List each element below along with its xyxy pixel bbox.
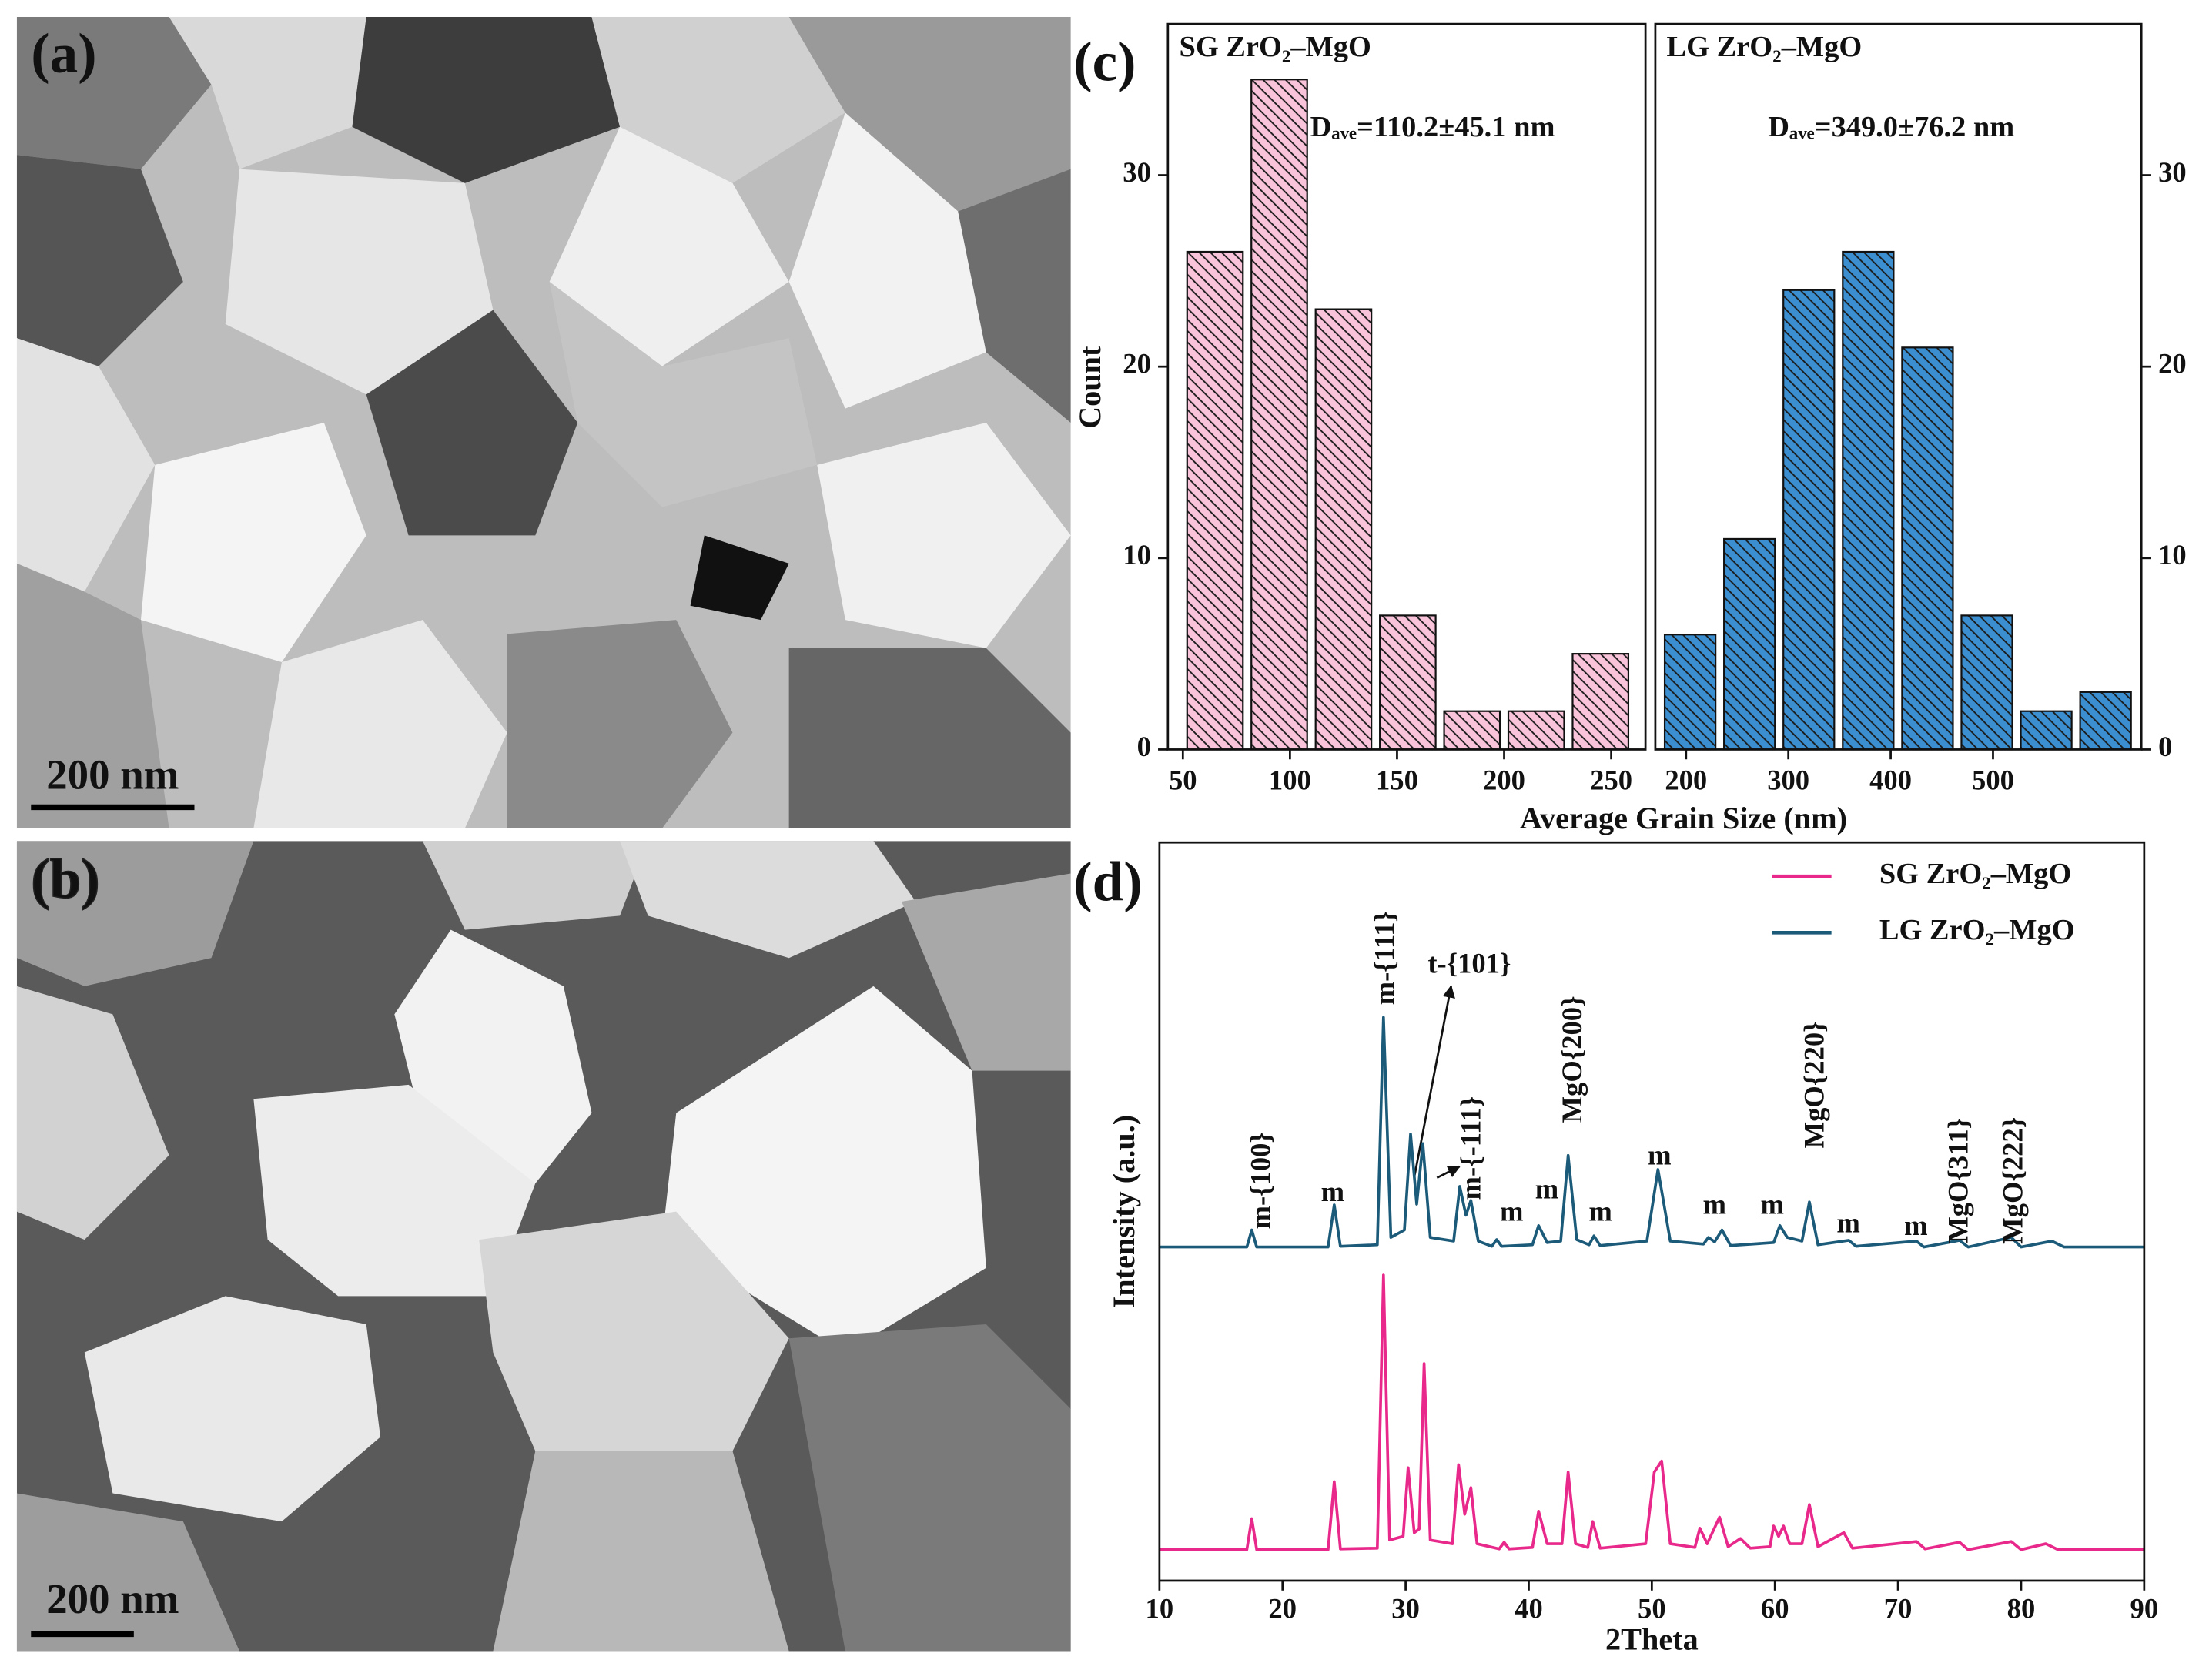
peak-label: m <box>1703 1188 1726 1220</box>
x-axis-label: Average Grain Size (nm) <box>1520 801 1847 835</box>
peak-label: MgO{311} <box>1942 1118 1973 1243</box>
bar <box>1723 537 1776 751</box>
y-axis-label: Intensity (a.u.) <box>1106 1115 1141 1309</box>
bar <box>2079 691 2132 751</box>
x-tick-label: 80 <box>2007 1593 2036 1625</box>
peak-label: m <box>1761 1188 1784 1220</box>
peak-label: MgO{200} <box>1556 996 1588 1123</box>
xrd-line <box>1159 1016 2144 1249</box>
x-tick-label: 100 <box>1269 765 1311 796</box>
x-tick-label: 30 <box>1391 1593 1420 1625</box>
x-tick-label: 500 <box>1972 765 2014 796</box>
tem-image-b <box>16 841 1071 1652</box>
peak-label: MgO{222} <box>1997 1117 2029 1244</box>
x-tick-label: 200 <box>1483 765 1525 796</box>
chart-title: LG ZrO₂–MgO <box>1667 31 1863 63</box>
bar <box>1250 79 1308 751</box>
panel-label: (c) <box>1073 31 1136 93</box>
y-tick-label: 10 <box>1123 539 1151 571</box>
peak-label: m <box>1588 1196 1612 1227</box>
tem-image-a <box>16 16 1071 828</box>
bar <box>1663 634 1717 751</box>
x-tick-label: 400 <box>1869 765 1912 796</box>
bar <box>1443 710 1501 751</box>
y-tick-label: 0 <box>2158 731 2172 762</box>
panel-label: (b) <box>31 848 99 910</box>
annotation-arrow <box>1436 1165 1461 1179</box>
legend-label: LG ZrO₂–MgO <box>1879 914 2075 946</box>
scale-bar-label: 200 nm <box>46 751 179 798</box>
bar <box>1960 614 2013 751</box>
panel-label: (a) <box>31 22 96 85</box>
plot-frame <box>1166 22 1647 751</box>
peak-label: m <box>1648 1139 1671 1170</box>
x-tick-label: 20 <box>1268 1593 1297 1625</box>
x-axis-label: 2Theta <box>1605 1622 1699 1657</box>
peak-label: m <box>1500 1196 1523 1227</box>
chart-annotation: Dₐᵥₑ=349.0±76.2 nm <box>1768 111 2014 143</box>
bar <box>1379 614 1437 751</box>
x-tick-label: 150 <box>1376 765 1418 796</box>
bar <box>1842 250 1895 751</box>
x-tick-label: 200 <box>1665 765 1707 796</box>
xrd-line <box>1159 1273 2144 1551</box>
peak-label: MgO{220} <box>1799 1021 1830 1148</box>
y-tick-label: 10 <box>2158 539 2187 571</box>
plot-frame <box>1158 841 2146 1582</box>
bar <box>1571 653 1630 751</box>
x-tick-label: 50 <box>1169 765 1197 796</box>
y-tick-label: 30 <box>2158 156 2187 188</box>
x-tick-label: 50 <box>1638 1593 1666 1625</box>
peak-label: m <box>1535 1173 1558 1204</box>
bar <box>1507 710 1565 751</box>
x-tick-label: 60 <box>1761 1593 1789 1625</box>
y-axis-label: Count <box>1073 346 1107 429</box>
peak-label: m <box>1321 1176 1344 1207</box>
chart-title: SG ZrO₂–MgO <box>1179 31 1371 63</box>
bar <box>1901 346 1954 751</box>
y-tick-label: 0 <box>1137 731 1151 762</box>
bar <box>1186 250 1244 751</box>
x-tick-label: 300 <box>1767 765 1809 796</box>
peak-label: m <box>1836 1206 1859 1238</box>
peak-label: t-{101} <box>1427 948 1511 979</box>
legend-label: SG ZrO₂–MgO <box>1879 858 2071 890</box>
x-tick-label: 70 <box>1884 1593 1913 1625</box>
panel-label: (d) <box>1073 851 1142 913</box>
peak-label: m-{111} <box>1369 911 1401 1005</box>
bar <box>1782 289 1836 751</box>
peak-label: m <box>1904 1210 1927 1241</box>
peak-label: m-{-111} <box>1454 1096 1486 1200</box>
annotation-arrow <box>1413 985 1455 1177</box>
bar <box>2020 710 2073 751</box>
x-tick-label: 90 <box>2130 1593 2159 1625</box>
x-tick-label: 10 <box>1146 1593 1174 1625</box>
chart-annotation: Dₐᵥₑ=110.2±45.1 nm <box>1310 111 1555 143</box>
peak-label: m-{100} <box>1245 1132 1277 1229</box>
x-tick-label: 250 <box>1590 765 1632 796</box>
plot-frame <box>1654 22 2143 751</box>
y-tick-label: 20 <box>1123 348 1151 380</box>
y-tick-label: 30 <box>1123 156 1151 188</box>
bar <box>1314 308 1373 751</box>
x-tick-label: 40 <box>1515 1593 1543 1625</box>
scale-bar-label: 200 nm <box>46 1575 179 1622</box>
y-tick-label: 20 <box>2158 348 2187 380</box>
